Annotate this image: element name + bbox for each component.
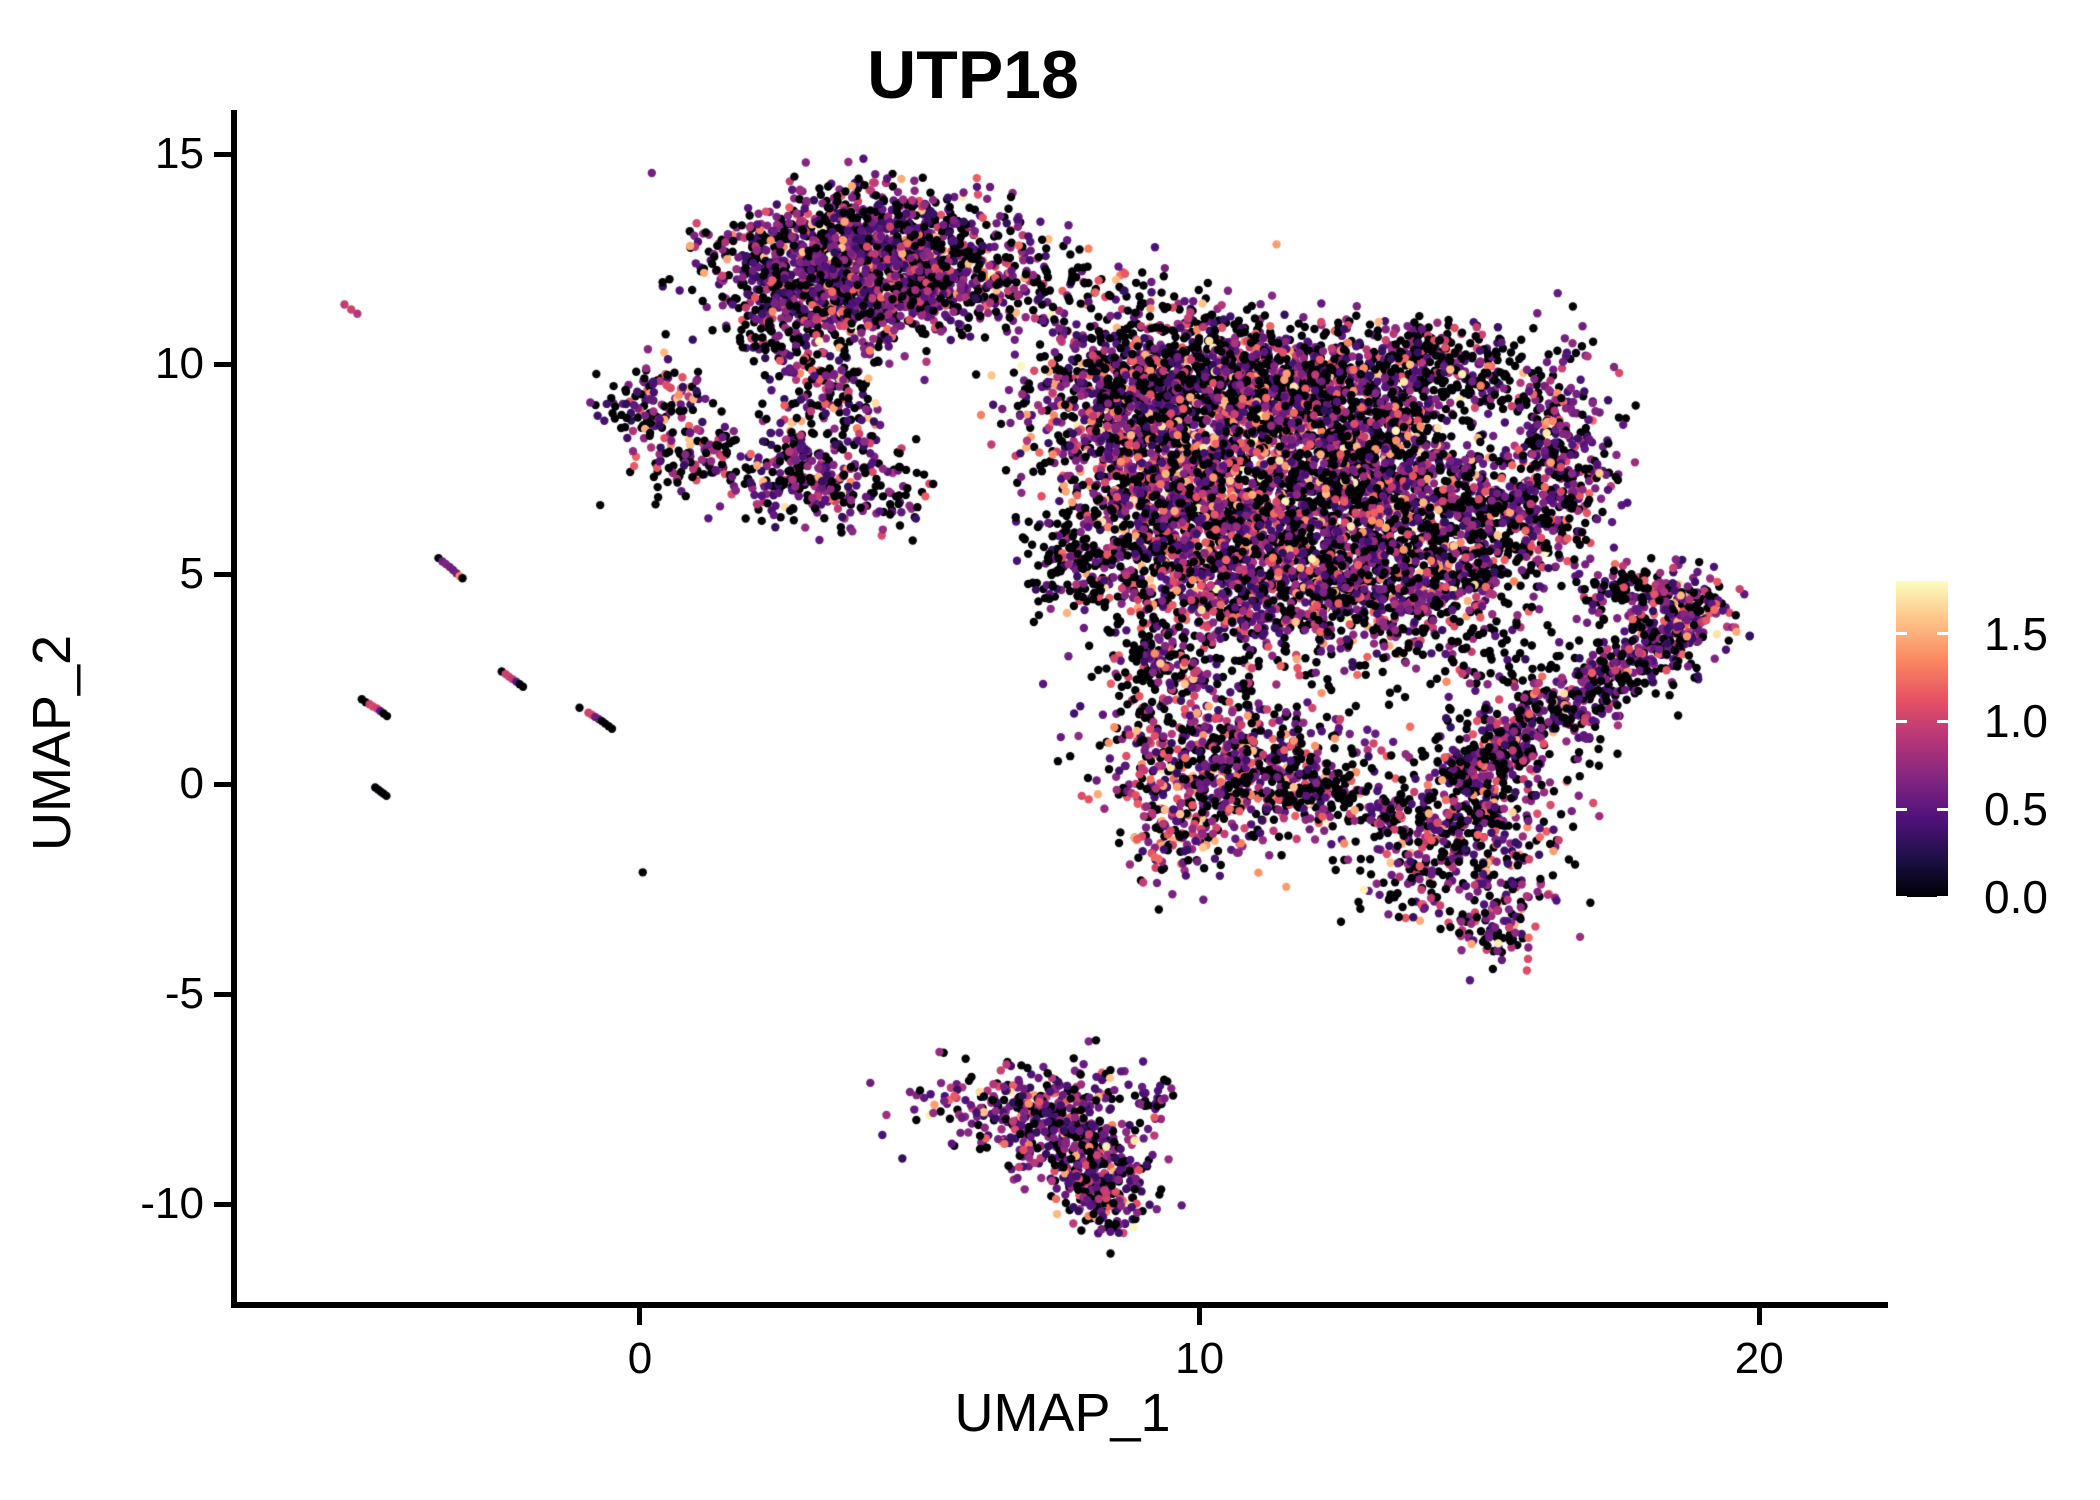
y-tick-mark <box>214 361 231 367</box>
plot-panel <box>214 110 1888 1325</box>
x-axis-title: UMAP_1 <box>954 1383 1171 1443</box>
colorbar-gradient <box>1896 581 1948 897</box>
colorbar-tick-dash <box>1896 719 1907 723</box>
y-tick-label: -5 <box>164 969 204 1019</box>
y-axis-title: UMAP_2 <box>22 634 82 852</box>
y-tick-mark <box>214 781 231 787</box>
x-tick-label: 20 <box>1734 1334 1784 1383</box>
colorbar-tick-dash <box>1896 807 1907 811</box>
colorbar-tick-dash <box>1896 632 1907 636</box>
y-tick-mark <box>214 991 231 997</box>
x-tick-mark <box>637 1308 643 1325</box>
y-tick-label: 5 <box>179 549 204 599</box>
colorbar-tick-label: 0.5 <box>1984 783 2048 836</box>
y-tick-mark <box>214 151 231 157</box>
colorbar-tick-label: 0.0 <box>1984 871 2048 923</box>
umap-scatter-canvas <box>237 110 1888 1302</box>
x-tick-mark <box>1197 1308 1203 1325</box>
y-tick-label: 10 <box>155 339 204 389</box>
x-tick-label: 10 <box>1175 1334 1225 1383</box>
y-tick-label: 15 <box>155 129 204 179</box>
x-axis-line <box>231 1302 1888 1308</box>
colorbar-tick-label: 1.5 <box>1984 607 2048 660</box>
y-axis-line <box>231 110 237 1308</box>
colorbar-tick-dash <box>1937 895 1948 899</box>
y-tick-label: -10 <box>140 1179 204 1229</box>
colorbar-tick-dash <box>1937 632 1948 636</box>
chart-title: UTP18 <box>867 37 1079 113</box>
colorbar-tick-dash <box>1896 895 1907 899</box>
y-tick-mark <box>214 571 231 577</box>
y-tick-label: 0 <box>179 759 204 809</box>
colorbar-tick-dash <box>1937 807 1948 811</box>
colorbar-tick-label: 1.0 <box>1984 695 2048 748</box>
x-tick-label: 0 <box>627 1334 653 1383</box>
y-tick-mark <box>214 1201 231 1207</box>
x-tick-mark <box>1756 1308 1762 1325</box>
colorbar-tick-dash <box>1937 719 1948 723</box>
